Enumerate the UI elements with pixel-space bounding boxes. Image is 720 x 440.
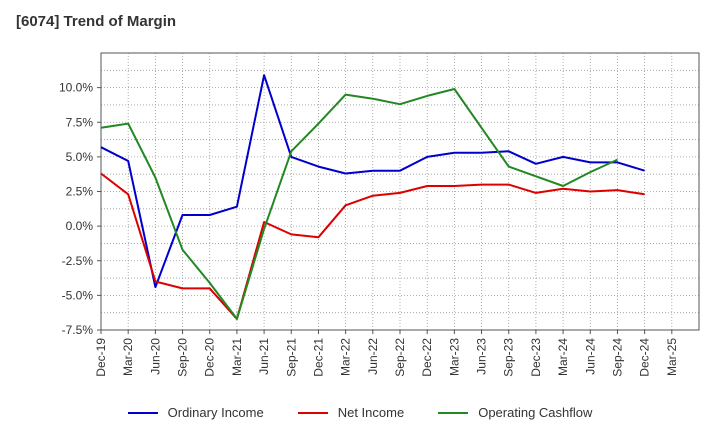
x-tick-label: Jun-22 <box>366 338 380 375</box>
chart-title: [6074] Trend of Margin <box>16 13 177 30</box>
x-tick-label: Mar-21 <box>230 338 244 376</box>
x-tick-label: Jun-21 <box>257 338 271 375</box>
x-tick-label: Mar-20 <box>121 338 135 376</box>
x-tick-label: Mar-23 <box>447 338 461 376</box>
x-tick-label: Mar-22 <box>339 338 353 376</box>
y-tick-label: 5.0% <box>66 150 94 164</box>
y-tick-label: 7.5% <box>66 115 94 129</box>
legend-swatch <box>297 411 328 414</box>
x-tick-label: Mar-25 <box>665 338 679 376</box>
legend-item-operating-cashflow: Operating Cashflow <box>438 405 592 420</box>
y-axis: -7.5% -5.0% -2.5% 0.0% 2.5% 5.0% 7.5% 10.0% <box>59 81 101 337</box>
y-tick-label: -5.0% <box>62 288 94 302</box>
x-tick-label: Mar-24 <box>556 338 570 376</box>
legend-item-net-income: Net Income <box>297 405 405 420</box>
y-tick-label: -7.5% <box>62 323 94 337</box>
x-tick-label: Dec-20 <box>203 338 217 377</box>
ordinary-income-line <box>100 74 645 289</box>
y-tick-label: 2.5% <box>66 185 94 199</box>
x-tick-label: Jun-24 <box>583 338 597 375</box>
x-tick-label: Sep-20 <box>176 338 190 377</box>
y-tick-label: 10.0% <box>59 81 93 95</box>
legend-label: Ordinary Income <box>167 405 264 420</box>
x-tick-label: Sep-21 <box>284 338 298 377</box>
x-tick-label: Dec-19 <box>94 338 108 377</box>
y-tick-label: -2.5% <box>62 254 94 268</box>
legend-swatch <box>127 411 158 414</box>
legend-label: Operating Cashflow <box>478 405 593 420</box>
series <box>100 74 645 320</box>
x-tick-label: Dec-24 <box>638 338 652 377</box>
legend-swatch <box>438 411 469 414</box>
x-tick-label: Jun-20 <box>148 338 162 375</box>
x-tick-label: Sep-22 <box>393 338 407 377</box>
legend: Ordinary Income Net Income Operating Cashf… <box>0 405 720 420</box>
x-axis: Dec-19 Mar-20 Jun-20 Sep-20 Dec-20 Mar-21 Jun-… <box>94 330 679 377</box>
y-tick-label: 0.0% <box>66 219 94 233</box>
x-tick-label: Sep-23 <box>502 338 516 377</box>
legend-item-ordinary-income: Ordinary Income <box>127 405 264 420</box>
x-tick-label: Jun-23 <box>475 338 489 375</box>
x-tick-label: Dec-22 <box>420 338 434 377</box>
operating-cashflow-line <box>100 88 618 320</box>
net-income-line <box>100 172 645 320</box>
legend-label: Net Income <box>337 405 405 420</box>
x-tick-label: Sep-24 <box>610 338 624 377</box>
x-tick-label: Dec-21 <box>311 338 325 377</box>
x-tick-label: Dec-23 <box>529 338 543 377</box>
